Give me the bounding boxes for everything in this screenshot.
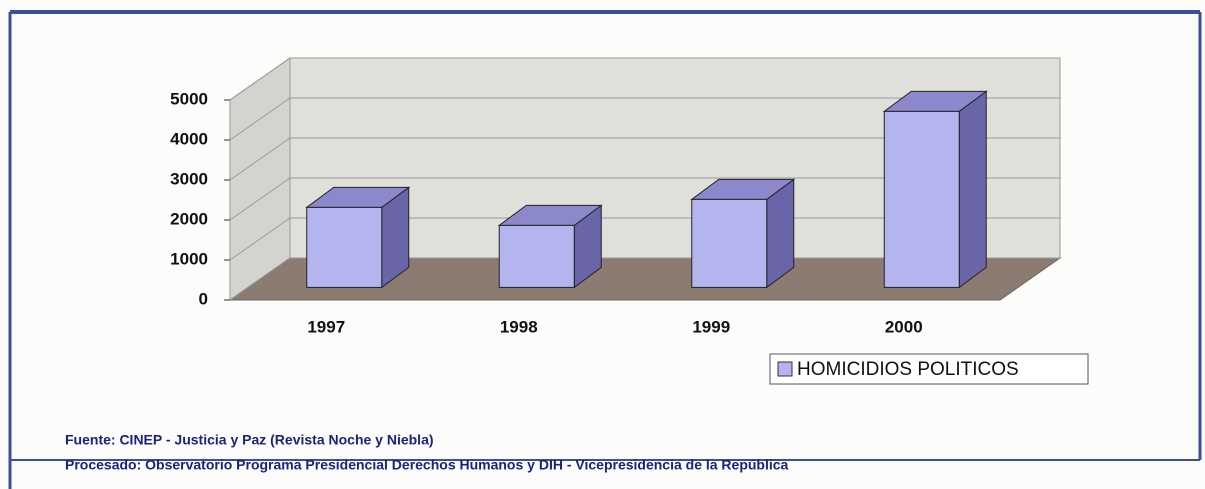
bar [691,198,768,288]
y-tick-label: 4000 [170,129,208,148]
side-grid-line [229,97,291,141]
side-grid-line [229,137,291,181]
legend-swatch [777,361,793,377]
side-grid-line [229,257,291,301]
x-tick-label: 1997 [307,317,345,336]
bar [883,110,960,288]
y-tick-label: 1000 [170,249,208,268]
x-tick-label: 2000 [885,317,923,336]
y-tick-label: 5000 [170,89,208,108]
side-grid-line [229,177,291,221]
legend-label: HOMICIDIOS POLITICOS [797,359,1019,380]
x-tick-label: 1999 [692,317,730,336]
processed-note: Procesado: Observatorio Programa Preside… [65,457,789,473]
plot: 0 1000 2000 3000 4000 5000 1997 1998 1999 2000 [170,57,1060,336]
side-grid-line [229,57,291,101]
bar [306,206,383,288]
y-tick-label: 2000 [170,209,208,228]
y-tick-label: 0 [199,289,208,308]
bar [498,224,575,288]
legend-box [769,353,1089,385]
y-tick-label: 3000 [170,169,208,188]
x-tick-label: 1998 [500,317,538,336]
source-note: Fuente: CINEP - Justicia y Paz (Revista … [65,432,434,448]
side-grid-line [229,217,291,261]
bar-side [958,90,987,289]
